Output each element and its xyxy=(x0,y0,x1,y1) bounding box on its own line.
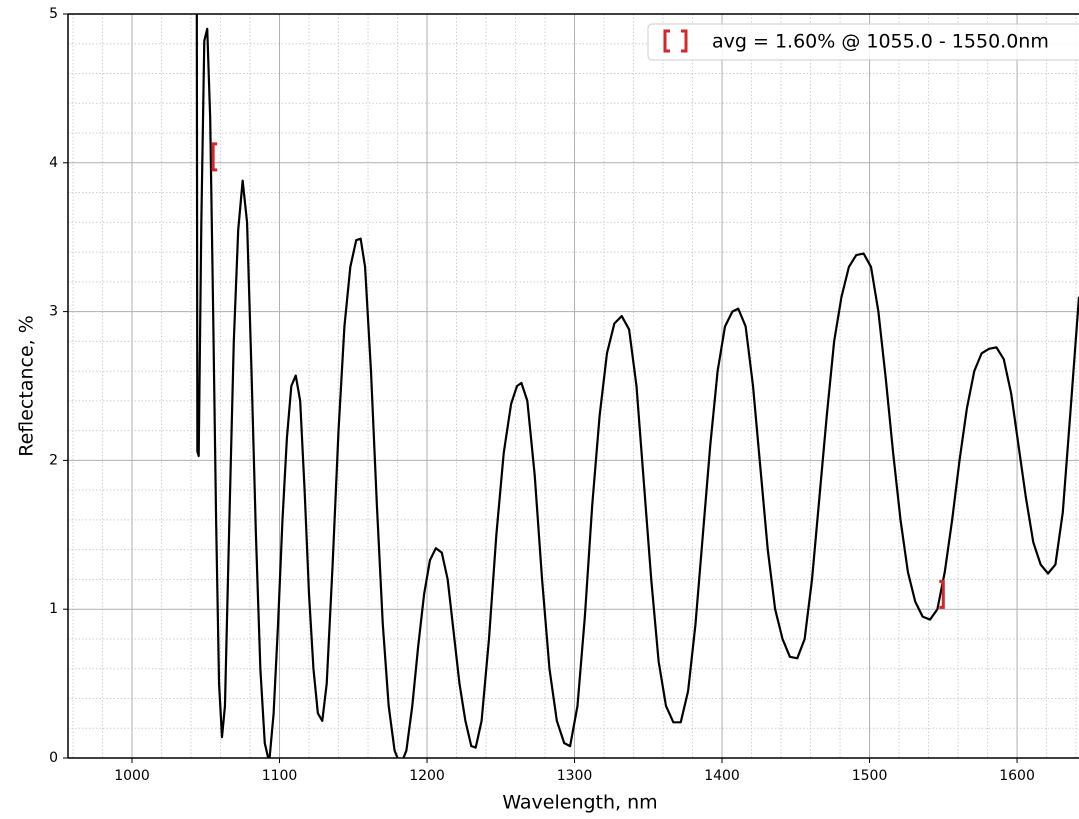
y-axis-label: Reflectance, % xyxy=(16,315,38,457)
y-tick-label: 4 xyxy=(49,155,58,171)
range-marker xyxy=(939,579,945,609)
x-tick-label: 1600 xyxy=(999,768,1035,784)
legend-label: avg = 1.60% @ 1055.0 - 1550.0nm xyxy=(712,31,1049,53)
y-tick-label: 5 xyxy=(49,6,58,22)
x-tick-label: 1500 xyxy=(852,768,888,784)
data-line xyxy=(195,14,1079,758)
x-tick-label: 1000 xyxy=(114,768,150,784)
plot-area xyxy=(195,14,1079,758)
y-tick-label: 2 xyxy=(49,452,58,468)
x-tick-label: 1100 xyxy=(262,768,298,784)
y-tick-label: 1 xyxy=(49,601,58,617)
x-tick-label: 1300 xyxy=(557,768,593,784)
legend-box xyxy=(647,23,1079,61)
x-axis-label: Wavelength, nm xyxy=(502,792,657,814)
axes xyxy=(63,13,1079,763)
x-tick-label: 1400 xyxy=(704,768,740,784)
grid xyxy=(68,13,1079,759)
legend-marker xyxy=(663,29,688,53)
y-tick-label: 3 xyxy=(49,304,58,320)
legend: avg = 1.60% @ 1055.0 - 1550.0nm xyxy=(647,23,1079,61)
x-tick-label: 1200 xyxy=(409,768,445,784)
y-tick-label: 0 xyxy=(49,750,58,766)
range-marker xyxy=(211,142,218,172)
